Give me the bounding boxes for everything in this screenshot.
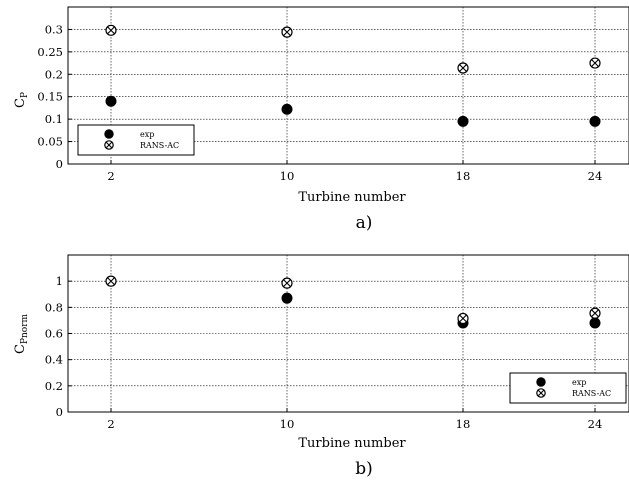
panel-a-x-tick-label: 24 xyxy=(588,169,603,183)
panel-a-point-rans-ac xyxy=(281,26,293,38)
panel-b-label: b) xyxy=(355,459,373,479)
panel-a-point-rans-ac xyxy=(589,57,601,69)
panel-a-point-exp xyxy=(457,115,469,127)
panel-a-point-exp xyxy=(281,103,293,115)
panel-b-point-rans-ac xyxy=(105,275,117,287)
panel-a-legend-marker xyxy=(104,129,114,139)
panel-b-point-exp xyxy=(589,317,601,329)
panel-a-point-rans-ac xyxy=(105,24,117,36)
panel-b-x-tick-label: 18 xyxy=(456,417,471,431)
panel-a-y-tick-label: 0.25 xyxy=(37,45,63,59)
panel-a-legend-label: exp xyxy=(140,130,154,139)
panel-a-y-tick-label: 0.1 xyxy=(45,112,63,126)
panel-b-legend-label: RANS-AC xyxy=(572,389,611,398)
panel-a-x-axis-label: Turbine number xyxy=(298,190,406,205)
panel-a-point-rans-ac xyxy=(457,62,469,74)
panel-b-y-axis-label: CPnorm xyxy=(13,314,30,355)
panel-a-y-axis-label: CP xyxy=(13,92,30,108)
panel-a-y-tick-label: 0.2 xyxy=(45,67,63,81)
panel-a-point-exp xyxy=(105,95,117,107)
panel-b-point-rans-ac xyxy=(281,277,293,289)
panel-a-legend-box xyxy=(77,124,195,156)
panel-b-legend-box xyxy=(509,372,627,404)
panel-b-point-rans-ac xyxy=(589,307,601,319)
panel-b-point-rans-ac xyxy=(457,312,469,325)
panel-b-y-tick-label: 0.2 xyxy=(45,379,63,393)
panel-b-y-tick-label: 0.6 xyxy=(45,327,63,341)
panel-a-legend-marker xyxy=(104,140,114,150)
panel-a-y-tick-label: 0.3 xyxy=(45,22,63,36)
panel-a-legend: exp RANS-AC xyxy=(77,124,195,156)
panel-b-x-axis-label: Turbine number xyxy=(298,436,406,451)
panel-b-y-tick-label: 0.8 xyxy=(45,300,63,314)
panel-a-y-tick-label: 0.05 xyxy=(37,135,63,149)
panel-b-y-tick-label: 0 xyxy=(56,405,63,419)
panel-b-x-tick-label: 2 xyxy=(107,417,114,431)
panel-b-chart: CPnorm Turbine number b) 0 0.2 0.4 0.6 0.8 1 2… xyxy=(13,254,629,479)
panel-a-legend-label: RANS-AC xyxy=(140,141,179,150)
panel-b-y-tick-label: 0.4 xyxy=(45,353,63,367)
panel-b-x-tick-label: 10 xyxy=(280,417,295,431)
panel-b-y-tick-label: 1 xyxy=(56,274,63,288)
panel-a-y-tick-label: 0.15 xyxy=(37,90,63,104)
panel-a-label: a) xyxy=(356,213,373,233)
panel-b-legend: exp RANS-AC xyxy=(509,372,627,404)
panel-a-chart: CP Turbine number a) 0 0.05 0.1 0.15 0.2 0.25… xyxy=(13,6,629,233)
panel-a-y-tick-label: 0 xyxy=(56,157,63,171)
panel-b-point-exp xyxy=(281,292,293,304)
panel-a-x-tick-label: 2 xyxy=(107,169,114,183)
panel-b-legend-label: exp xyxy=(572,378,586,387)
panel-a-x-tick-label: 18 xyxy=(456,169,471,183)
panel-a-point-exp xyxy=(589,115,601,127)
panel-b-legend-marker xyxy=(536,388,546,398)
panel-a-x-tick-label: 10 xyxy=(280,169,295,183)
panel-b-legend-marker xyxy=(536,377,546,387)
panel-a-plot-frame xyxy=(67,6,629,165)
panel-b-x-tick-label: 24 xyxy=(588,417,603,431)
